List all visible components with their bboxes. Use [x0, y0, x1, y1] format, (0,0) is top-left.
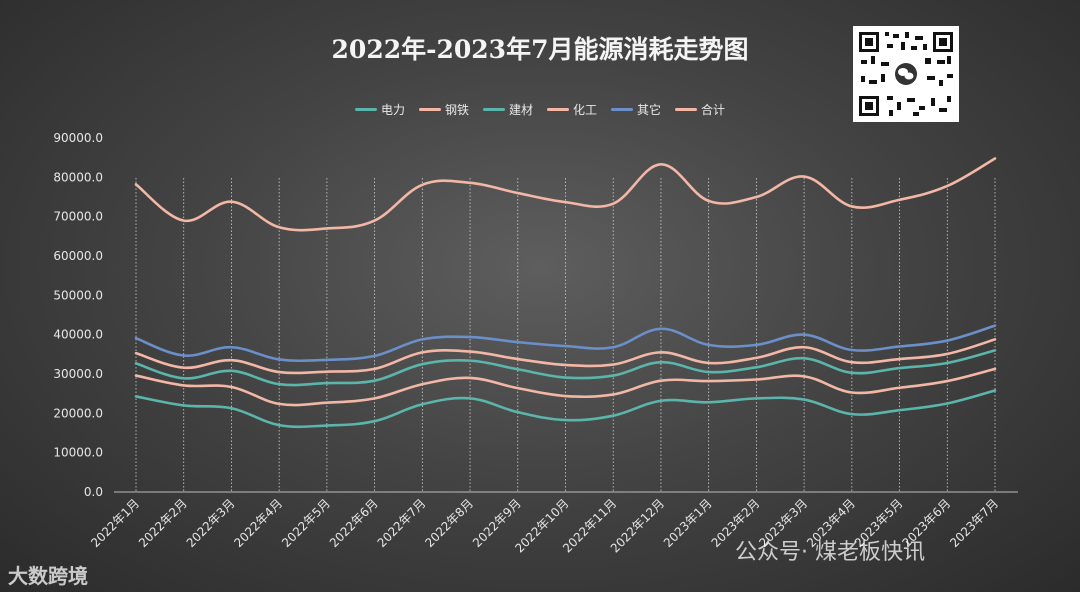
legend-item: 化工: [547, 101, 597, 118]
y-tick-label: 60000.0: [53, 249, 103, 263]
series-line-2: [134, 349, 997, 387]
legend-swatch: [482, 108, 505, 111]
legend-item: 电力: [354, 101, 405, 118]
y-tick-label: 30000.0: [53, 367, 103, 381]
watermark-right: 公众号· 煤老板快讯: [735, 540, 925, 565]
legend-swatch: [675, 108, 698, 111]
legend-item: 其它: [611, 101, 661, 118]
x-tick-label: 2022年2月: [136, 496, 190, 550]
x-tick-label: 2022年7月: [375, 496, 429, 550]
x-tick-label: 2023年1月: [661, 496, 715, 550]
y-tick-label: 0.0: [84, 485, 103, 499]
legend-item: 合计: [675, 101, 725, 118]
x-tick-label: 2022年5月: [279, 496, 333, 550]
series-line-0: [134, 389, 997, 429]
y-tick-label: 20000.0: [53, 406, 103, 420]
legend-swatch: [354, 108, 377, 111]
legend-item: 钢铁: [418, 101, 469, 118]
y-tick-label: 90000.0: [53, 131, 103, 145]
series-line-4: [134, 324, 997, 363]
legend: 电力 钢铁 建材 化工 其它 合计: [0, 101, 1080, 118]
y-tick-label: 10000.0: [53, 446, 103, 460]
series-line-3: [134, 338, 997, 375]
y-tick-label: 80000.0: [53, 170, 103, 184]
y-tick-label: 40000.0: [53, 328, 103, 342]
legend-swatch: [547, 108, 569, 111]
chart-title: 2022年-2023年7月能源消耗走势图: [331, 35, 749, 64]
y-tick-label: 50000.0: [53, 288, 103, 302]
x-tick-label: 2022年3月: [184, 496, 238, 550]
legend-label: 电力: [380, 103, 405, 117]
series-line-1: [134, 367, 997, 407]
legend-item: 建材: [482, 101, 533, 118]
legend-label: 其它: [637, 103, 662, 117]
x-tick-label: 2022年4月: [231, 496, 285, 550]
x-tick-label: 2022年8月: [422, 496, 476, 550]
x-tick-label: 2022年6月: [327, 496, 381, 550]
legend-label: 建材: [508, 103, 533, 117]
legend-swatch: [611, 108, 634, 111]
x-tick-label: 2022年1月: [88, 496, 142, 550]
legend-swatch: [418, 108, 441, 111]
qr-code-icon: [853, 26, 959, 122]
x-tick-label: 2023年7月: [947, 496, 1001, 550]
watermark-left: 大数跨境: [8, 564, 88, 588]
y-tick-label: 70000.0: [53, 210, 103, 224]
legend-label: 合计: [701, 103, 726, 117]
series-line-5: [134, 157, 997, 232]
legend-label: 化工: [573, 103, 598, 117]
legend-label: 钢铁: [444, 103, 469, 117]
